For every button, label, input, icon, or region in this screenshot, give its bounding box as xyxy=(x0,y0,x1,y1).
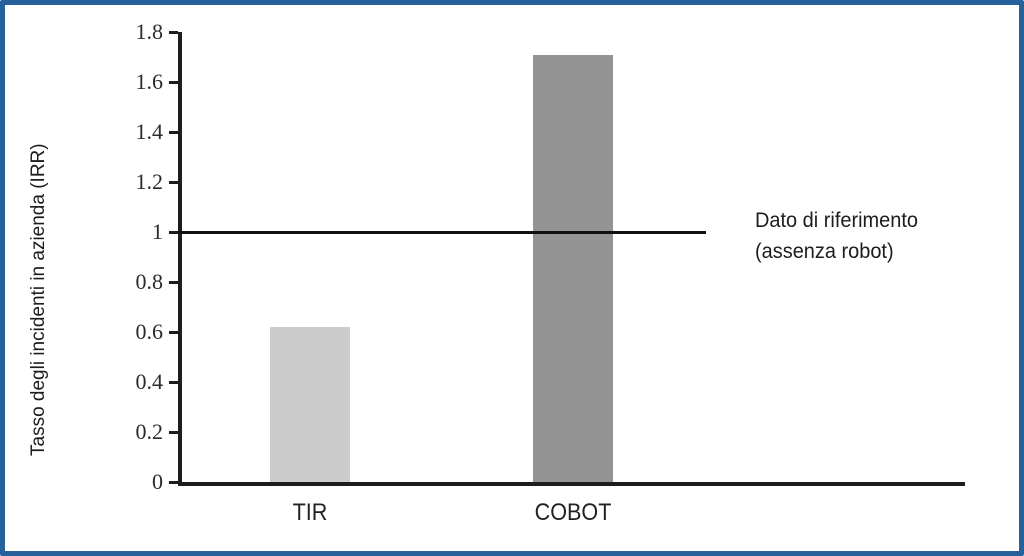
y-tick-label: 1 xyxy=(152,219,163,244)
y-axis-title: Tasso degli incidenti in azienda (IRR) xyxy=(28,143,49,457)
y-tick-mark xyxy=(169,81,178,84)
y-tick-mark xyxy=(169,481,178,484)
y-tick-label: 0.8 xyxy=(135,269,164,294)
y-tick-mark xyxy=(169,181,178,184)
y-tick-label: 1.8 xyxy=(135,19,164,44)
y-tick-label: 1.6 xyxy=(135,69,164,94)
y-tick-mark xyxy=(169,331,178,334)
y-tick-label: 0.4 xyxy=(135,369,164,394)
bar-cobot xyxy=(533,54,613,482)
y-tick-mark xyxy=(169,431,178,434)
y-tick-mark xyxy=(169,281,178,284)
bar-tir xyxy=(270,327,350,482)
y-tick-mark xyxy=(169,131,178,134)
y-tick-label: 1.4 xyxy=(135,119,164,144)
annotation-line1: Dato di riferimento xyxy=(755,209,918,232)
y-tick-mark xyxy=(169,381,178,384)
y-tick-label: 1.2 xyxy=(135,169,164,194)
reference-line xyxy=(178,231,706,234)
y-tick-label: 0.6 xyxy=(135,319,164,344)
reference-line-annotation: Dato di riferimento (assenza robot) xyxy=(755,205,918,267)
y-tick-label: 0 xyxy=(152,469,163,494)
x-category-label-cobot: COBOT xyxy=(534,499,612,526)
y-axis-line xyxy=(178,32,182,486)
y-tick-mark xyxy=(169,231,178,234)
x-category-label-tir: TIR xyxy=(292,499,328,526)
y-tick-mark xyxy=(169,31,178,34)
x-axis-line xyxy=(178,482,965,486)
y-tick-label: 0.2 xyxy=(135,419,164,444)
annotation-line2: (assenza robot) xyxy=(755,240,894,263)
